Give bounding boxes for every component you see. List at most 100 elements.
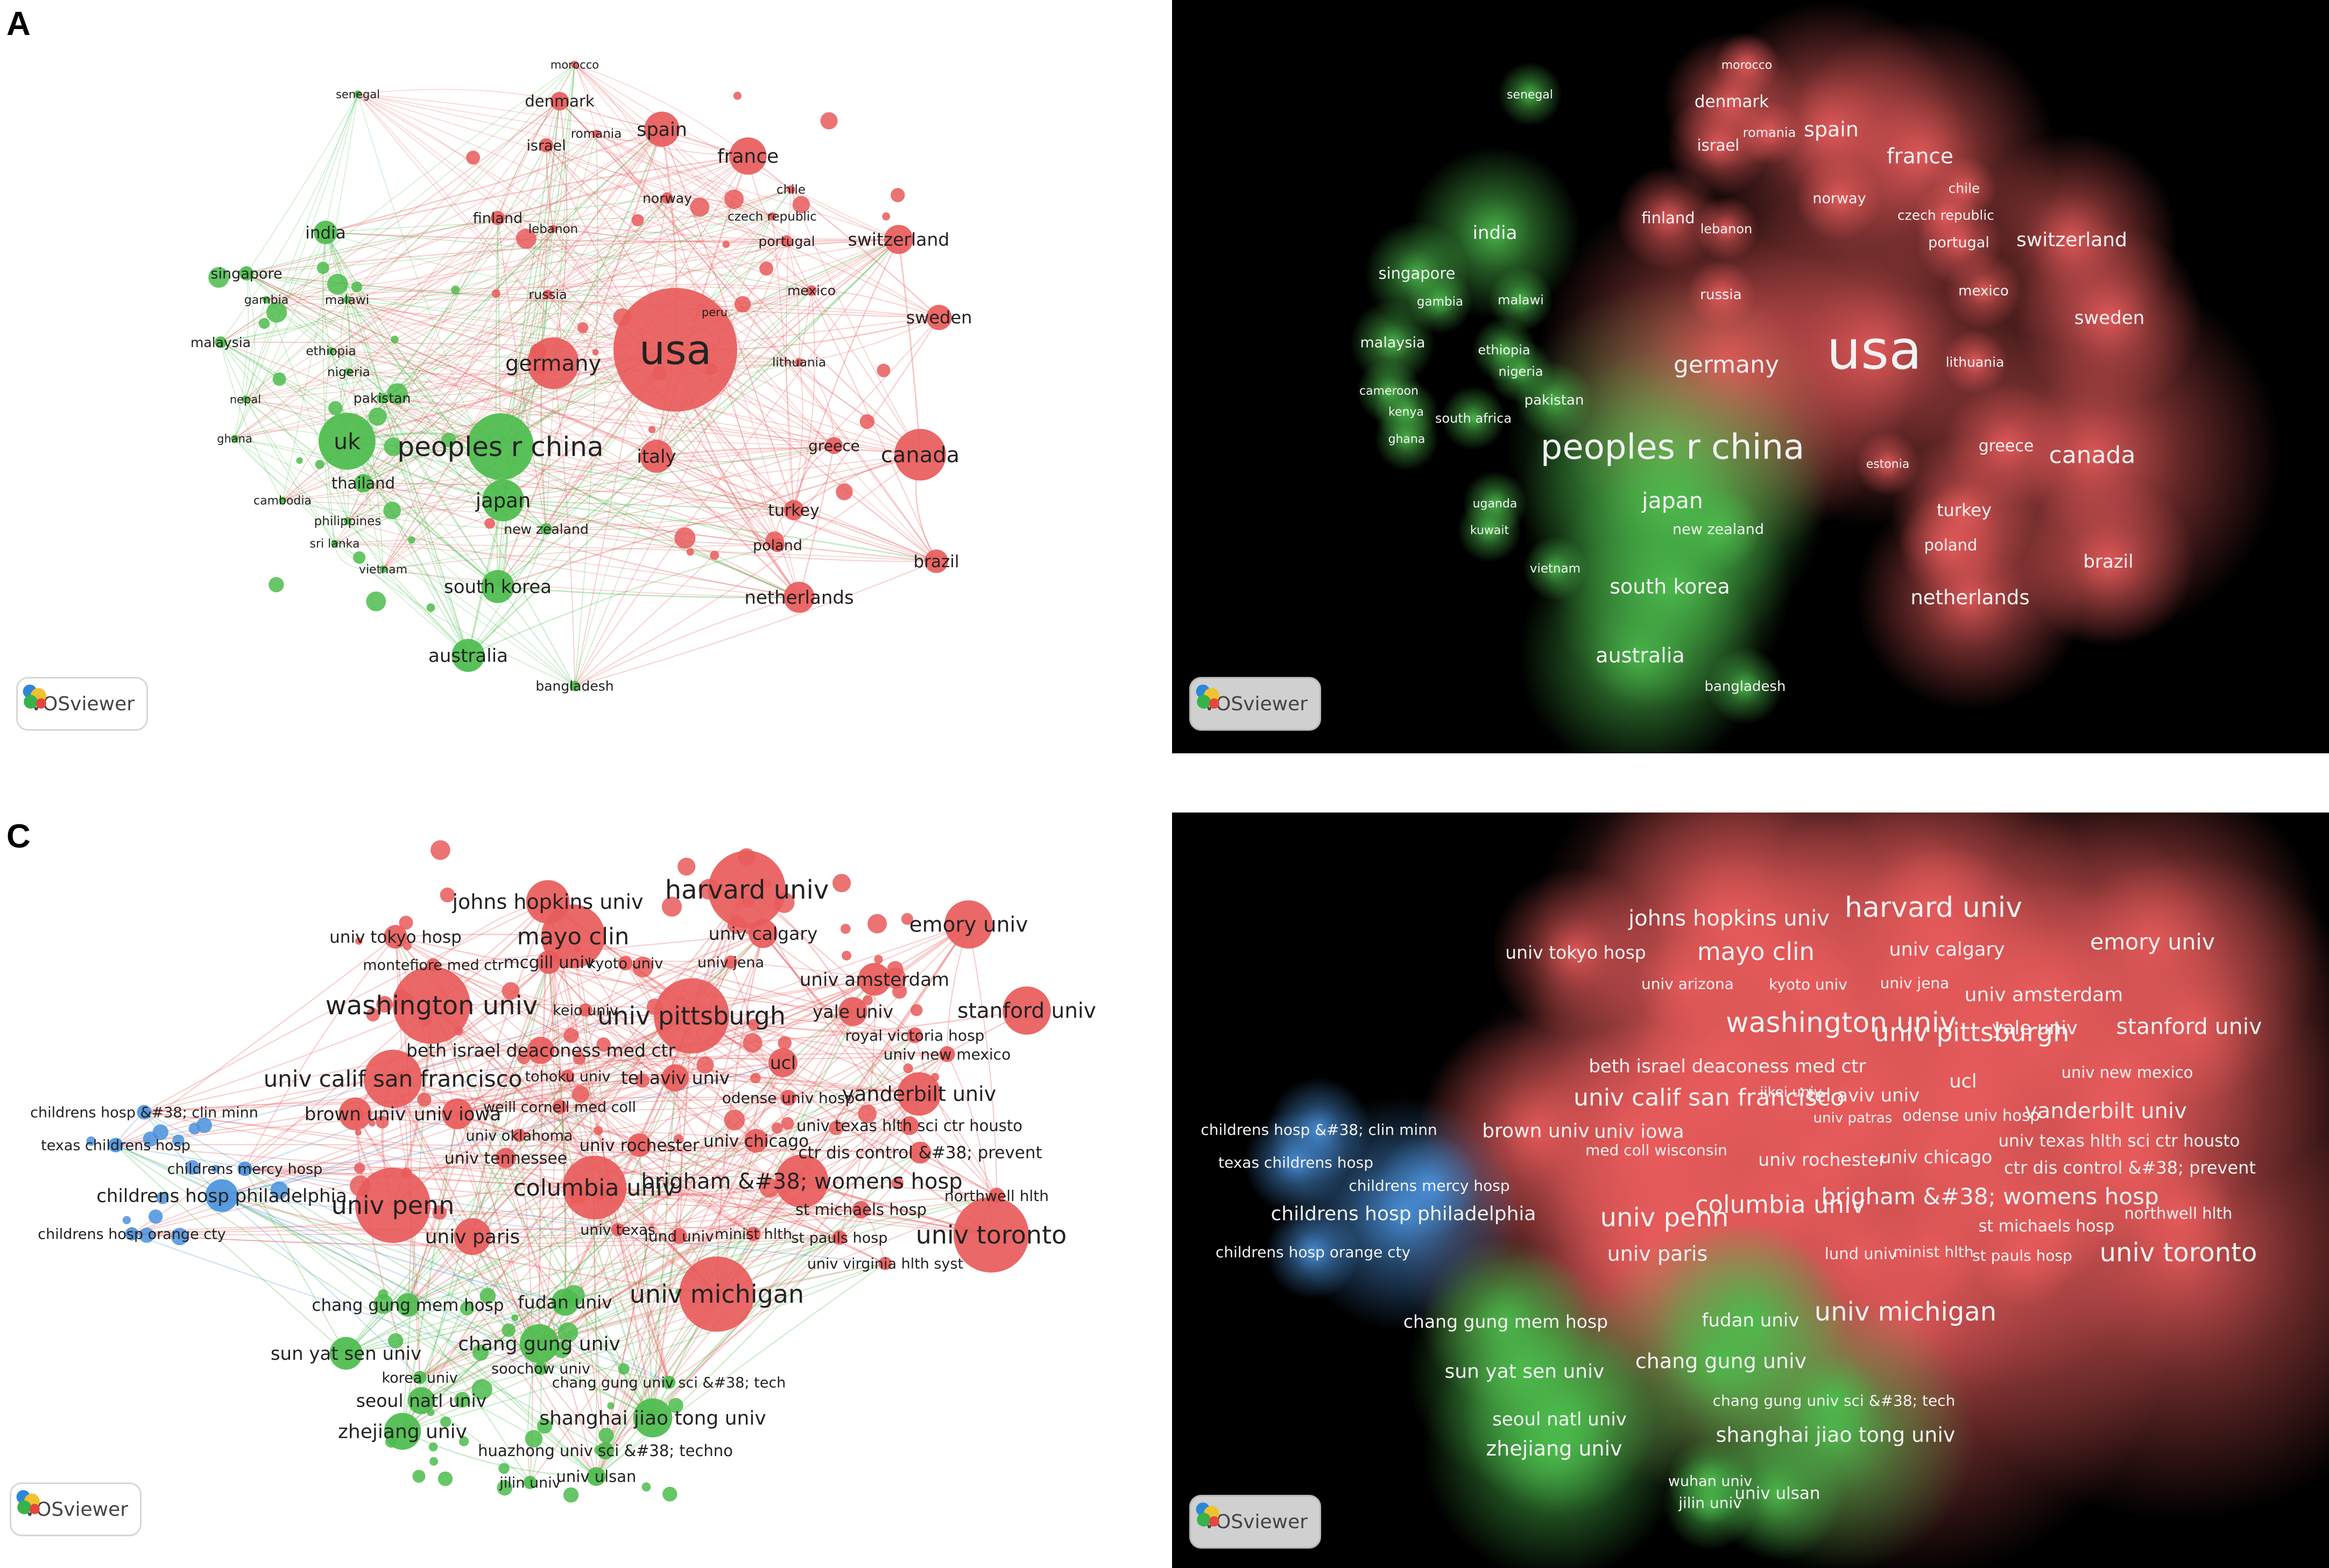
node-childrens-hosp-orange-cty[interactable] [125, 1227, 139, 1241]
node-keio-univ[interactable] [578, 1003, 592, 1017]
node-univ-chicago[interactable] [744, 1129, 768, 1153]
node-ethiopia[interactable] [327, 347, 335, 355]
node-seoul-natl-univ[interactable] [407, 1387, 435, 1415]
node-chang-gung-univ[interactable] [519, 1324, 559, 1364]
node-kyoto-univ[interactable] [618, 956, 633, 971]
node-pakistan[interactable] [377, 393, 387, 404]
node-brigham-and-womens-hosp[interactable] [775, 1154, 829, 1208]
node-thailand[interactable] [354, 474, 373, 493]
node-israel[interactable] [539, 138, 554, 153]
node-minist-hlth[interactable] [746, 1226, 761, 1241]
node-ucl[interactable] [768, 1048, 797, 1077]
node-turkey[interactable] [784, 500, 804, 520]
node-st-pauls-hosp[interactable] [832, 1230, 847, 1245]
node-spain[interactable] [644, 111, 680, 147]
node-ctr-dis-control-and-prevent[interactable] [909, 1141, 931, 1164]
node-weill-cornell-med-coll[interactable] [552, 1099, 567, 1114]
node-vietnam[interactable] [379, 566, 387, 573]
node-finland[interactable] [490, 210, 505, 225]
node-russia[interactable] [543, 289, 553, 299]
node-lebanon[interactable] [549, 225, 557, 232]
node-royal-victoria-hosp[interactable] [907, 1027, 923, 1043]
node-brown-univ[interactable] [338, 1097, 372, 1131]
node-columbia-univ[interactable] [562, 1155, 627, 1220]
node-beth-israel-deaconess-med-ctr[interactable] [527, 1036, 555, 1064]
node-switzerland[interactable] [884, 225, 913, 254]
node-univ-pittsburgh[interactable] [654, 978, 729, 1054]
node-univ-new-mexico[interactable] [939, 1046, 955, 1062]
node-fudan-univ[interactable] [551, 1288, 579, 1316]
node-vanderbilt-univ[interactable] [897, 1072, 941, 1116]
node-australia[interactable] [451, 639, 485, 672]
node-chang-gung-mem-hosp[interactable] [396, 1293, 420, 1317]
node-montefiore-med-ctr[interactable] [426, 958, 440, 972]
node-tel-aviv-univ[interactable] [661, 1064, 689, 1092]
node-philippines[interactable] [344, 517, 351, 525]
node-poland[interactable] [770, 538, 785, 553]
node-new-zealand[interactable] [540, 523, 552, 535]
node-univ-tokyo-hosp[interactable] [384, 925, 407, 949]
node-univ-texas[interactable] [611, 1223, 625, 1237]
node-sri-lanka[interactable] [331, 540, 338, 547]
node-brazil[interactable] [924, 549, 948, 573]
node-czech-republic[interactable] [768, 212, 777, 221]
node-uk[interactable] [319, 413, 376, 470]
node-malaysia[interactable] [215, 336, 227, 348]
node-malawi[interactable] [343, 296, 351, 303]
node-johns-hopkins-univ[interactable] [526, 880, 570, 924]
node-emory-univ[interactable] [944, 900, 993, 949]
node-mexico[interactable] [806, 285, 817, 296]
node-italy[interactable] [640, 440, 673, 473]
node-univ-oklahoma[interactable] [512, 1128, 526, 1142]
node-childrens-hosp-philadelphia[interactable] [205, 1179, 238, 1212]
node-germany[interactable] [527, 337, 579, 389]
node-lund-univ[interactable] [671, 1228, 687, 1244]
node-univ-calif-san-francisco[interactable] [363, 1049, 422, 1108]
node-romania[interactable] [592, 130, 600, 137]
node-univ-penn[interactable] [355, 1168, 430, 1243]
node-jilin-univ[interactable] [523, 1475, 537, 1489]
node-denmark[interactable] [550, 91, 569, 111]
node-south-korea[interactable] [481, 570, 514, 603]
node-bangladesh[interactable] [569, 681, 580, 691]
node-ghana[interactable] [231, 435, 238, 442]
node-france[interactable] [729, 137, 767, 175]
node-univ-amsterdam[interactable] [858, 963, 891, 996]
node-univ-texas-hlth-sci-ctr-housto[interactable] [900, 1116, 919, 1135]
node-univ-jena[interactable] [724, 955, 738, 969]
node-usa[interactable] [613, 288, 737, 412]
node-norway[interactable] [661, 192, 673, 204]
node-soochow-univ[interactable] [534, 1361, 548, 1375]
node-mcgill-univ[interactable] [537, 950, 561, 974]
node-zhejiang-univ[interactable] [384, 1412, 421, 1450]
node-cambodia[interactable] [279, 497, 286, 504]
node-childrens-hosp-and-clin-minn[interactable] [137, 1105, 152, 1120]
node-sun-yat-sen-univ[interactable] [329, 1337, 363, 1370]
node-gambia[interactable] [263, 296, 270, 303]
node-singapore[interactable] [239, 266, 254, 281]
node-greece[interactable] [825, 437, 843, 454]
node-st-michaels-hosp[interactable] [852, 1200, 870, 1219]
node-univ-toronto[interactable] [954, 1197, 1029, 1273]
node-texas-childrens-hosp[interactable] [108, 1138, 123, 1153]
node-senegal[interactable] [354, 90, 362, 98]
node-washington-univ[interactable] [393, 966, 470, 1044]
node-univ-ulsan[interactable] [587, 1467, 606, 1486]
node-india[interactable] [314, 221, 337, 244]
node-morocco[interactable] [571, 61, 578, 68]
node-netherlands[interactable] [784, 582, 815, 613]
node-chang-gung-univ-sci-and-tech[interactable] [662, 1375, 676, 1389]
node-univ-calgary[interactable] [749, 919, 778, 948]
node-yale-univ[interactable] [838, 997, 867, 1026]
node-stanford-univ[interactable] [1003, 986, 1051, 1035]
node-univ-michigan[interactable] [679, 1256, 754, 1332]
node-canada[interactable] [894, 429, 946, 481]
node-nepal[interactable] [242, 395, 249, 403]
node-sweden[interactable] [926, 305, 952, 330]
node-peru[interactable] [711, 308, 718, 316]
node-peoples-r-china[interactable] [467, 413, 534, 480]
node-northwell-hlth[interactable] [989, 1188, 1005, 1204]
node-portugal[interactable] [781, 235, 793, 247]
node-univ-virginia-hlth-syst[interactable] [878, 1256, 892, 1270]
node-korea-univ[interactable] [413, 1371, 427, 1385]
